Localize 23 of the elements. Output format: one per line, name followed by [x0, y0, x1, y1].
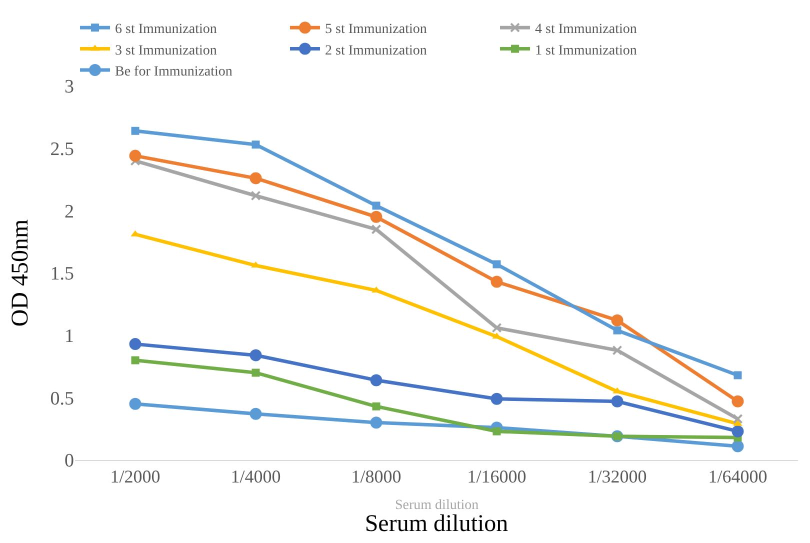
x-axis-title: Serum dilution: [364, 510, 508, 537]
y-tick-label: 1.5: [50, 264, 74, 285]
legend-label: 5 st Immunization: [325, 22, 427, 38]
x-tick-label: 1/16000: [467, 466, 526, 487]
y-tick-label: 2.5: [50, 138, 74, 160]
text: Serum dilution: [395, 498, 479, 513]
legend-label: 2 st Immunization: [325, 43, 427, 58]
x-tick-label: 1/2000: [110, 466, 160, 487]
y-axis-title: OD 450nm: [7, 219, 34, 327]
legend-label: 1 st Immunization: [535, 43, 637, 58]
y-tick-label: 1: [64, 326, 74, 347]
x-tick-label: 1/8000: [351, 466, 402, 487]
legend-label: Be for Immunization: [115, 64, 232, 80]
x-tick-label: 1/64000: [708, 466, 768, 487]
y-tick-label: 0.5: [50, 388, 74, 410]
legend-label: 3 st Immunization: [115, 43, 217, 58]
x-tick-label: 1/4000: [230, 466, 281, 487]
legend-label: 6 st Immunization: [115, 22, 217, 38]
y-tick-label: 3: [64, 76, 74, 98]
y-tick-label: 0: [64, 450, 74, 472]
legend-label: 4 st Immunization: [535, 22, 637, 38]
y-tick-label: 2: [64, 201, 74, 222]
x-tick-label: 1/32000: [588, 466, 647, 487]
